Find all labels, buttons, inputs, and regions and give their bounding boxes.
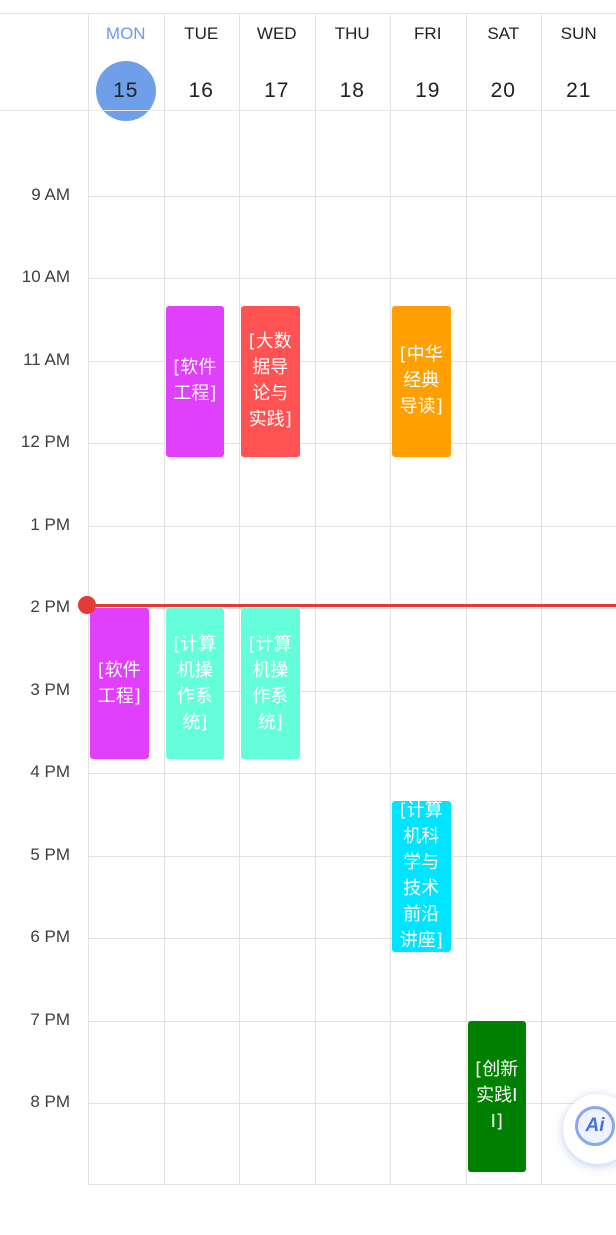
day-number: 16 <box>188 79 214 102</box>
time-label: 11 AM <box>23 349 70 369</box>
day-header-sun[interactable]: SUN 21 <box>541 14 616 110</box>
day-column-divider <box>390 14 391 1184</box>
day-header-fri[interactable]: FRI 19 <box>390 14 466 110</box>
event-title: [计算机科学与技术前沿讲座] <box>399 800 443 952</box>
event-block[interactable]: [计算机科学与技术前沿讲座] <box>392 800 451 952</box>
day-of-week-label: FRI <box>414 24 442 43</box>
ai-assistant-button[interactable]: Ai <box>563 1094 616 1164</box>
day-number: 17 <box>264 79 290 102</box>
event-block[interactable]: [大数据导论与实践] <box>241 305 300 457</box>
header-divider <box>0 110 616 111</box>
event-block[interactable]: [创新实践II] <box>467 1020 526 1172</box>
time-label: 10 AM <box>21 267 70 286</box>
event-title: [计算机操作系统] <box>173 633 217 733</box>
day-header-tue[interactable]: TUE 16 <box>164 14 240 110</box>
day-of-week-label: SUN <box>560 24 597 43</box>
event-title: [计算机操作系统] <box>248 633 292 733</box>
time-label: 2 PM <box>30 597 70 616</box>
event-title: [软件工程] <box>97 659 141 707</box>
hour-gridline <box>88 773 616 774</box>
hour-gridline <box>88 443 616 444</box>
hour-gridline <box>88 360 616 362</box>
day-header-wed[interactable]: WED 17 <box>239 14 315 110</box>
day-column-divider <box>465 14 467 1184</box>
day-of-week-label: SAT <box>487 24 520 43</box>
day-header-sat[interactable]: SAT 20 <box>466 14 542 110</box>
hour-gridline <box>88 278 616 279</box>
event-block[interactable]: [软件工程] <box>165 305 224 457</box>
day-number: 20 <box>490 79 516 102</box>
day-column-divider <box>163 14 165 1184</box>
day-header-thu[interactable]: THU 18 <box>315 14 391 110</box>
current-time-line <box>88 604 616 608</box>
time-label: 1 PM <box>30 514 70 534</box>
time-label: 8 PM <box>30 1092 70 1111</box>
hour-gridline <box>88 1020 616 1022</box>
time-label: 6 PM <box>30 927 70 946</box>
hour-gridline <box>88 855 616 857</box>
day-of-week-label: MON <box>105 24 146 43</box>
top-divider <box>0 13 616 14</box>
event-title: [大数据导论与实践] <box>248 331 292 431</box>
day-number: 19 <box>415 79 441 102</box>
event-title: [软件工程] <box>173 357 217 405</box>
time-label: 3 PM <box>30 679 70 699</box>
grid-bottom-line <box>88 1184 616 1185</box>
day-of-week-label: WED <box>256 24 297 43</box>
time-label: 12 PM <box>20 432 70 451</box>
ai-icon: Ai <box>575 1106 615 1146</box>
time-label: 4 PM <box>30 762 70 781</box>
event-block[interactable]: [计算机操作系统] <box>165 608 224 760</box>
day-column-divider <box>314 14 316 1184</box>
hour-gridline <box>88 195 616 197</box>
hour-gridline <box>88 938 616 939</box>
ai-label: Ai <box>585 1115 605 1136</box>
hour-gridline <box>88 1103 616 1104</box>
hour-gridline <box>88 525 616 527</box>
hour-gridline <box>88 608 616 609</box>
event-block[interactable]: [软件工程] <box>90 608 149 760</box>
event-title: [创新实践II] <box>475 1059 519 1133</box>
day-number: 21 <box>566 79 592 102</box>
day-of-week-label: THU <box>334 24 370 43</box>
current-time-dot <box>78 596 96 615</box>
today-date-badge: 15 <box>95 61 156 121</box>
time-label: 5 PM <box>30 844 70 864</box>
day-column-divider <box>239 14 240 1184</box>
event-title: [中华经典导读] <box>399 344 443 418</box>
time-label: 9 AM <box>31 184 70 204</box>
event-block[interactable]: [计算机操作系统] <box>241 608 300 760</box>
hour-gridline <box>88 690 616 692</box>
day-column-divider <box>541 14 542 1184</box>
day-number: 18 <box>339 79 365 102</box>
event-block[interactable]: [中华经典导读] <box>392 305 451 457</box>
day-of-week-label: TUE <box>184 24 219 43</box>
day-header-mon[interactable]: MON 15 <box>88 14 164 121</box>
time-label: 7 PM <box>30 1009 70 1029</box>
